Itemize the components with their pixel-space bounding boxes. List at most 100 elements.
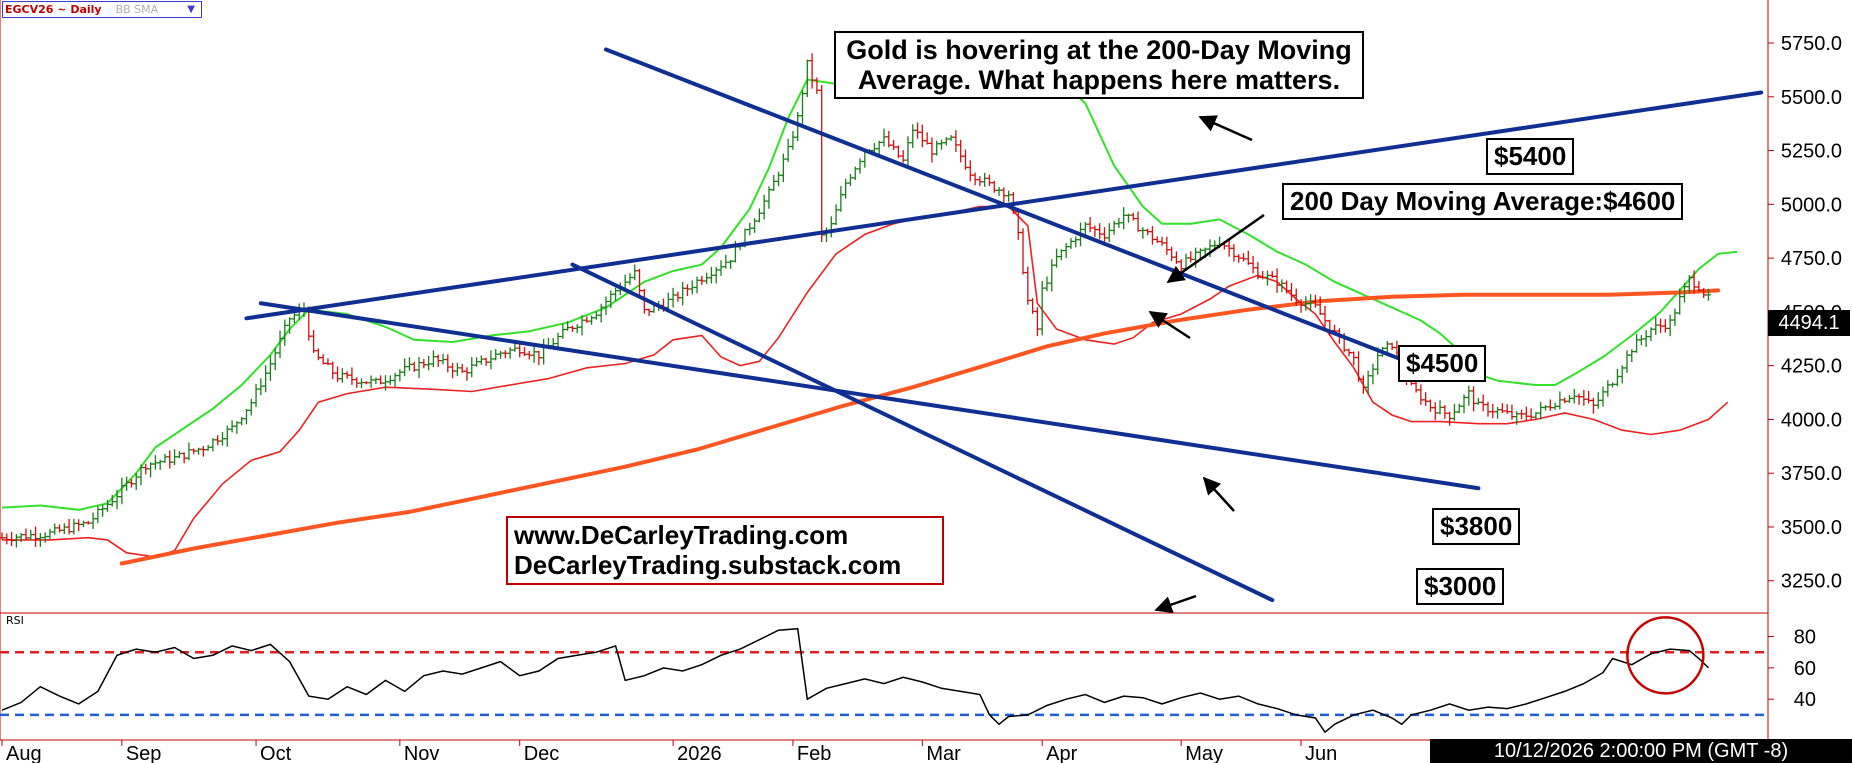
- price-bar: [1667, 314, 1673, 337]
- price-bar: [776, 171, 782, 187]
- price-bar: [200, 445, 206, 457]
- title-line-1: Gold is hovering at the 200-Day Moving: [846, 35, 1352, 65]
- price-bar: [1159, 236, 1165, 246]
- price-bar: [526, 350, 532, 360]
- price-bar: [608, 290, 614, 309]
- website-url[interactable]: www.DeCarleyTrading.com: [514, 520, 849, 550]
- price-bar: [248, 398, 254, 416]
- price-bar: [1360, 375, 1366, 394]
- price-bar: [1269, 271, 1275, 278]
- price-bar: [785, 138, 791, 162]
- indicator-label: BB SMA: [115, 3, 159, 16]
- price-bar: [167, 450, 173, 469]
- price-bar: [1169, 246, 1175, 262]
- price-bar: [1423, 392, 1429, 406]
- price-bar: [1442, 405, 1448, 419]
- price-bar: [646, 308, 652, 317]
- price-bar: [191, 448, 197, 455]
- price-bar: [1140, 227, 1146, 239]
- price-bar: [1154, 236, 1160, 243]
- price-bar: [502, 350, 508, 359]
- price-bar: [512, 343, 518, 352]
- price-bar: [704, 272, 710, 284]
- price-bar: [790, 131, 796, 150]
- steep-descending[interactable]: [570, 262, 1275, 603]
- x-tick-label: Nov: [404, 743, 440, 763]
- price-bar: [263, 365, 269, 393]
- price-bar: [991, 180, 997, 193]
- price-bar: [895, 145, 901, 159]
- price-bar: [555, 332, 561, 347]
- price-bar: [977, 176, 983, 187]
- price-bar: [924, 132, 930, 145]
- price-bar: [406, 357, 412, 371]
- price-bar: [1576, 393, 1582, 405]
- price-bar: [181, 452, 187, 464]
- price-bar: [1418, 384, 1424, 405]
- symbol-selector[interactable]: EGCV26 ~ Daily BB SMA ▼: [2, 1, 202, 18]
- price-bar: [339, 368, 345, 383]
- price-bar: [1288, 283, 1294, 301]
- chart-axes: 3250.03500.03750.04000.04250.04500.04750…: [0, 0, 1852, 741]
- x-tick-label: Aug: [6, 743, 42, 763]
- price-bar: [186, 442, 192, 461]
- price-bar: [747, 222, 753, 236]
- price-bar: [876, 140, 882, 155]
- price-bar: [1054, 248, 1060, 268]
- price-bar: [1365, 370, 1371, 395]
- timestamp: 10/12/2026 2:00:00 PM (GMT -8): [1430, 739, 1852, 763]
- price-bar: [402, 358, 408, 377]
- price-bar: [488, 350, 494, 370]
- price-bar: [4, 533, 10, 545]
- price-bar: [1226, 238, 1232, 257]
- title-annotation: Gold is hovering at the 200-Day Moving A…: [834, 31, 1364, 100]
- price-bar: [641, 288, 647, 314]
- price-tick-label: 5000.0: [1781, 194, 1842, 216]
- price-bar: [430, 350, 436, 368]
- price-bar: [996, 187, 1002, 196]
- price-bar: [478, 355, 484, 365]
- lower-support[interactable]: [258, 301, 1481, 491]
- price-bar: [359, 378, 365, 389]
- price-bar: [397, 369, 403, 382]
- triangle-down-icon[interactable]: ▼: [187, 4, 195, 15]
- price-bar: [1130, 212, 1136, 221]
- price-bar: [1533, 411, 1539, 420]
- price-bar: [1389, 342, 1395, 350]
- price-bar: [85, 520, 91, 525]
- price-bar: [1634, 333, 1640, 353]
- price-bar: [852, 166, 858, 180]
- price-bar: [1020, 228, 1026, 275]
- price-bar: [66, 518, 72, 535]
- price-bar: [1619, 365, 1625, 384]
- price-bar: [1025, 266, 1031, 305]
- price-bar: [33, 526, 39, 547]
- price-bar: [13, 533, 19, 548]
- price-bar: [1471, 386, 1477, 412]
- price-bar: [1087, 217, 1093, 233]
- price-bar: [910, 124, 916, 149]
- price-bar: [569, 325, 575, 332]
- price-bar: [1677, 288, 1683, 315]
- price-bar: [1197, 248, 1203, 259]
- price-bar: [1653, 316, 1659, 335]
- substack-url[interactable]: DeCarleyTrading.substack.com: [514, 549, 902, 580]
- descending-resistance[interactable]: [603, 47, 1447, 379]
- price-bar: [1149, 225, 1155, 245]
- rsi-highlight-circle: [1626, 616, 1705, 695]
- arrow-5400: [1198, 115, 1253, 142]
- price-bar: [1461, 394, 1467, 414]
- price-bar: [1643, 330, 1649, 347]
- price-bar: [152, 455, 158, 470]
- trendlines: [244, 47, 1764, 603]
- price-bar: [780, 153, 786, 183]
- price-bar: [1552, 402, 1558, 410]
- price-bar: [1308, 294, 1314, 312]
- price-bar: [363, 381, 369, 385]
- price-bar: [229, 420, 235, 433]
- price-bar: [1499, 403, 1505, 413]
- price-bar: [109, 494, 115, 507]
- price-bar: [469, 357, 475, 378]
- price-bar: [1562, 397, 1568, 404]
